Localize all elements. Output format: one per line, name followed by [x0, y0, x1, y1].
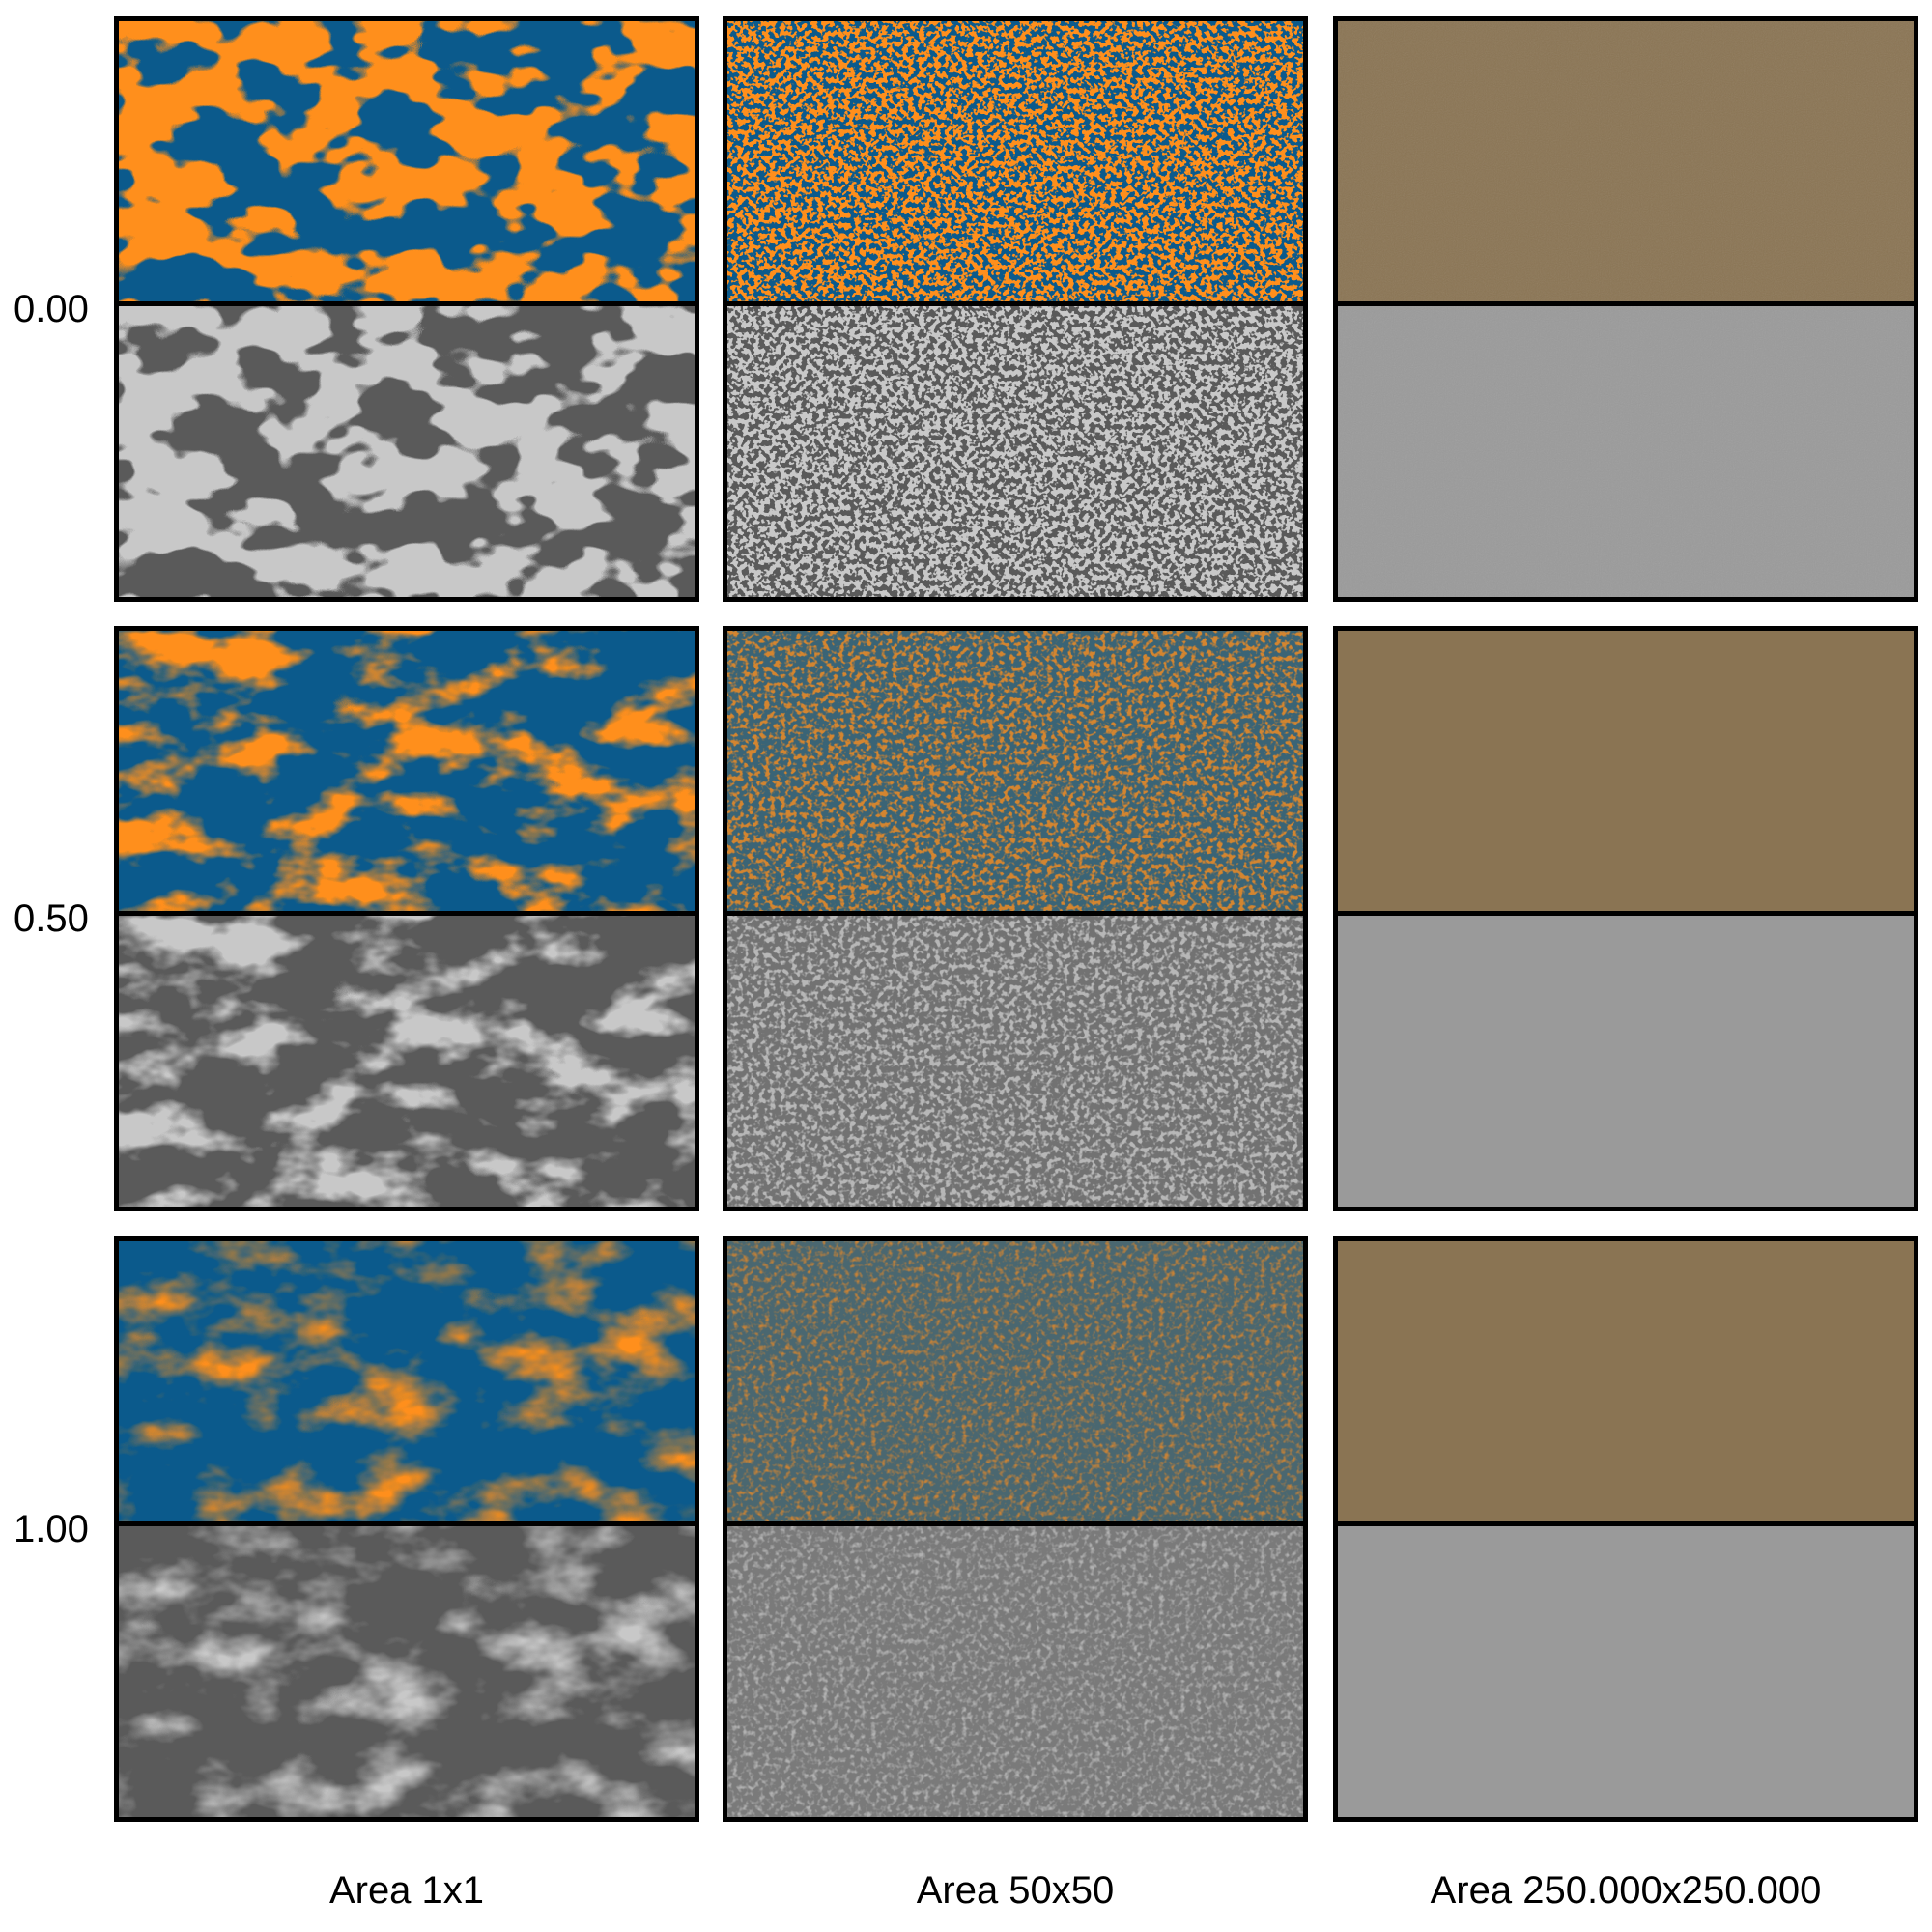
height-texture [727, 1526, 1303, 1817]
texture-panel-r1-c2 [1333, 626, 1918, 1211]
row-label-1: 0.50 [14, 897, 89, 940]
texture-panel-r0-c1 [723, 16, 1308, 602]
height-texture [727, 306, 1303, 597]
height-texture [1338, 306, 1914, 597]
color-texture [119, 1241, 695, 1526]
texture-panel-r0-c2 [1333, 16, 1918, 602]
height-texture [1338, 916, 1914, 1207]
color-texture [119, 631, 695, 916]
color-texture [727, 631, 1303, 916]
height-texture [119, 1526, 695, 1817]
row-label-2: 1.00 [14, 1508, 89, 1550]
height-texture [119, 306, 695, 597]
column-label-0: Area 1x1 [328, 1869, 485, 1912]
column-label-2: Area 250.000x250.000 [1430, 1869, 1822, 1912]
texture-panel-r1-c1 [723, 626, 1308, 1211]
height-texture [119, 916, 695, 1207]
color-texture [1338, 21, 1914, 306]
texture-panel-r2-c0 [114, 1236, 699, 1822]
color-texture [119, 21, 695, 306]
row-label-0: 0.00 [14, 288, 89, 330]
texture-panel-r0-c0 [114, 16, 699, 602]
height-texture [1338, 1526, 1914, 1817]
color-texture [727, 1241, 1303, 1526]
color-texture [1338, 1241, 1914, 1526]
color-texture [727, 21, 1303, 306]
texture-panel-r2-c1 [723, 1236, 1308, 1822]
texture-panel-r2-c2 [1333, 1236, 1918, 1822]
color-texture [1338, 631, 1914, 916]
column-label-1: Area 50x50 [916, 1869, 1115, 1912]
height-texture [727, 916, 1303, 1207]
texture-panel-r1-c0 [114, 626, 699, 1211]
